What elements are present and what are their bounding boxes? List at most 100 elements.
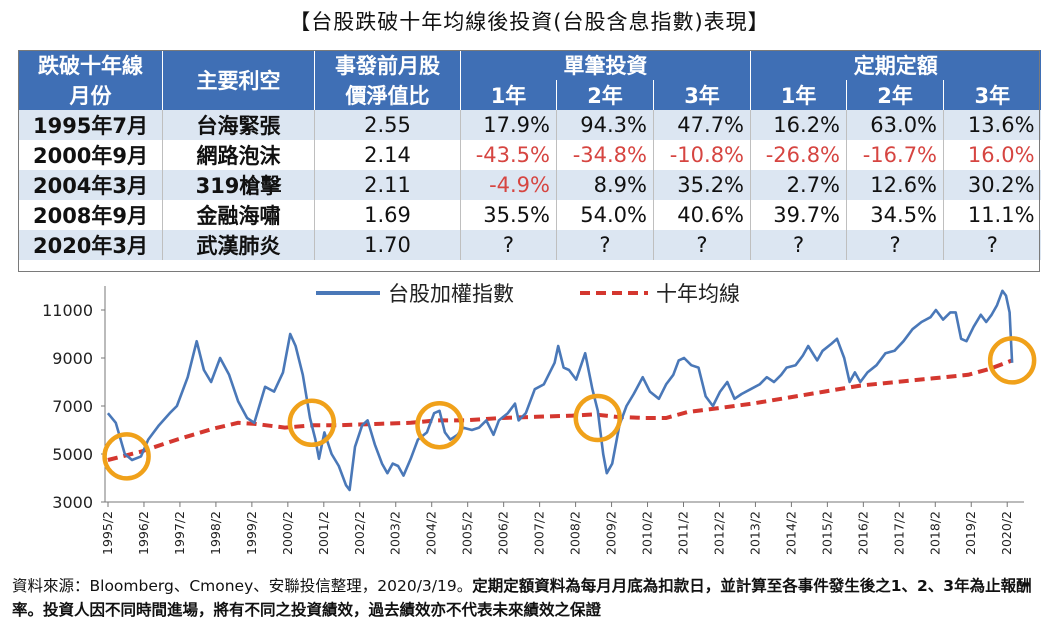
x-tick-label: 1998/2 <box>208 511 223 555</box>
header-lump-3y: 3年 <box>652 80 751 110</box>
header-dca-2y: 2年 <box>846 80 944 110</box>
cell-dca-1y: ? <box>750 230 847 260</box>
x-tick-label: 2007/2 <box>532 511 547 555</box>
cell-lump-2y: 54.0% <box>556 200 654 230</box>
header-lump-2y: 2年 <box>556 80 654 110</box>
x-tick-label: 2016/2 <box>855 511 870 555</box>
ten-year-ma-line <box>107 358 1013 462</box>
y-tick-label: 3000 <box>52 493 93 512</box>
header-month: 跌破十年線 月份 <box>18 50 163 110</box>
cell-lump-3y: ? <box>652 230 751 260</box>
cell-month: 2008年9月 <box>18 200 163 230</box>
x-tick-label: 2000/2 <box>280 511 295 555</box>
x-tick-label: 2006/2 <box>496 511 511 555</box>
footer-source: 資料來源：Bloomberg、Cmoney、安聯投信整理，2020/3/19。 <box>12 577 473 595</box>
x-tick-label: 1995/2 <box>100 511 115 555</box>
x-tick-label: 2019/2 <box>963 511 978 555</box>
footer-note: 資料來源：Bloomberg、Cmoney、安聯投信整理，2020/3/19。定… <box>12 574 1052 622</box>
table-row: 2000年9月 網路泡沫 2.14 -43.5% -34.8% -10.8% -26.8% -… <box>18 140 1041 170</box>
cell-pb: 1.69 <box>314 200 461 230</box>
cell-event: 319槍擊 <box>162 170 315 200</box>
x-tick-label: 2020/2 <box>999 511 1014 555</box>
cell-dca-2y: -16.7% <box>846 140 944 170</box>
cell-event: 金融海嘯 <box>162 200 315 230</box>
highlight-circle <box>573 393 623 443</box>
index-line-chart: 11000 9000 7000 5000 3000 1995/2 1996/2 1997/2 1… <box>42 282 1037 555</box>
header-pb: 事發前月股 價淨值比 <box>314 50 461 110</box>
cell-dca-1y: -26.8% <box>750 140 847 170</box>
cell-lump-1y: 17.9% <box>460 110 557 140</box>
cell-dca-1y: 16.2% <box>750 110 847 140</box>
table-row: 2004年3月 319槍擊 2.11 -4.9% 8.9% 35.2% 2.7% 12.6% 3… <box>18 170 1041 200</box>
cell-event: 武漢肺炎 <box>162 230 315 260</box>
x-tick-label: 2001/2 <box>316 511 331 555</box>
x-tick-label: 2003/2 <box>388 511 403 555</box>
x-tick-label: 1997/2 <box>172 511 187 555</box>
cell-lump-1y: -43.5% <box>460 140 557 170</box>
cell-lump-2y: 8.9% <box>556 170 654 200</box>
header-event: 主要利空 <box>162 50 315 110</box>
cell-lump-2y: -34.8% <box>556 140 654 170</box>
cell-event: 網路泡沫 <box>162 140 315 170</box>
table-row: 2020年3月 武漢肺炎 1.70?????? <box>18 230 1041 260</box>
performance-table: 跌破十年線 月份 主要利空 事發前月股 價淨值比 單筆投資 定期定額 1年 2年 3… <box>18 50 1041 260</box>
cell-dca-3y: 11.1% <box>943 200 1041 230</box>
cell-event: 台海緊張 <box>162 110 315 140</box>
y-tick-label: 11000 <box>42 301 93 320</box>
cell-dca-1y: 39.7% <box>750 200 847 230</box>
header-lump-sum: 單筆投資 <box>459 50 751 80</box>
footer-disclaimer: 定期定額資料為每月月底為扣款日，並計算至各事件發生後之1、2、3年為止報酬率。投… <box>12 577 1032 619</box>
header-dca-3y: 3年 <box>943 80 1041 110</box>
x-tick-label: 2002/2 <box>352 511 367 555</box>
cell-pb: 2.14 <box>314 140 461 170</box>
taiex-index-line <box>106 289 1014 492</box>
cell-lump-2y: ? <box>556 230 654 260</box>
cell-pb: 2.55 <box>314 110 461 140</box>
x-tick-label: 2012/2 <box>711 511 726 555</box>
legend-ma-label: 十年均線 <box>656 282 740 306</box>
cell-lump-1y: 35.5% <box>460 200 557 230</box>
cell-lump-3y: 35.2% <box>652 170 751 200</box>
x-tick-label: 2008/2 <box>568 511 583 555</box>
header-dca: 定期定額 <box>750 50 1041 80</box>
cell-dca-1y: 2.7% <box>750 170 847 200</box>
cell-lump-1y: ? <box>460 230 557 260</box>
cell-dca-3y: ? <box>943 230 1041 260</box>
cell-dca-2y: 12.6% <box>846 170 944 200</box>
highlight-circle <box>287 398 337 448</box>
cell-month: 2000年9月 <box>18 140 163 170</box>
legend-index-label: 台股加權指數 <box>388 282 514 306</box>
table-row: 1995年7月 台海緊張 2.55 17.9% 94.3% 47.7% 16.2% 63.0%… <box>18 110 1041 140</box>
cell-dca-3y: 13.6% <box>943 110 1041 140</box>
y-tick-label: 5000 <box>52 445 93 464</box>
cell-month: 2020年3月 <box>18 230 163 260</box>
cell-lump-2y: 94.3% <box>556 110 654 140</box>
cell-dca-3y: 16.0% <box>943 140 1041 170</box>
header-dca-1y: 1年 <box>750 80 847 110</box>
cell-lump-1y: -4.9% <box>460 170 557 200</box>
table-row: 2008年9月 金融海嘯 1.69 35.5% 54.0% 40.6% 39.7% 34.5%… <box>18 200 1041 230</box>
highlight-circle <box>102 432 151 481</box>
x-tick-label: 1999/2 <box>244 511 259 555</box>
cell-month: 2004年3月 <box>18 170 163 200</box>
cell-lump-3y: -10.8% <box>652 140 751 170</box>
cell-dca-2y: 63.0% <box>846 110 944 140</box>
highlight-circle <box>987 336 1037 385</box>
x-tick-label: 2014/2 <box>783 511 798 555</box>
x-tick-label: 2011/2 <box>675 511 690 555</box>
cell-pb: 1.70 <box>314 230 461 260</box>
highlight-circle <box>415 400 464 450</box>
x-tick-label: 2009/2 <box>604 511 619 555</box>
cell-month: 1995年7月 <box>18 110 163 140</box>
x-tick-label: 2010/2 <box>640 511 655 555</box>
cell-dca-2y: 34.5% <box>846 200 944 230</box>
x-tick-label: 2005/2 <box>460 511 475 555</box>
y-tick-label: 9000 <box>52 349 93 368</box>
y-tick-label: 7000 <box>52 397 93 416</box>
x-tick-label: 2018/2 <box>927 511 942 555</box>
x-tick-label: 2017/2 <box>891 511 906 555</box>
cell-lump-3y: 47.7% <box>652 110 751 140</box>
x-tick-label: 2004/2 <box>424 511 439 555</box>
cell-dca-3y: 30.2% <box>943 170 1041 200</box>
x-tick-label: 2013/2 <box>747 511 762 555</box>
